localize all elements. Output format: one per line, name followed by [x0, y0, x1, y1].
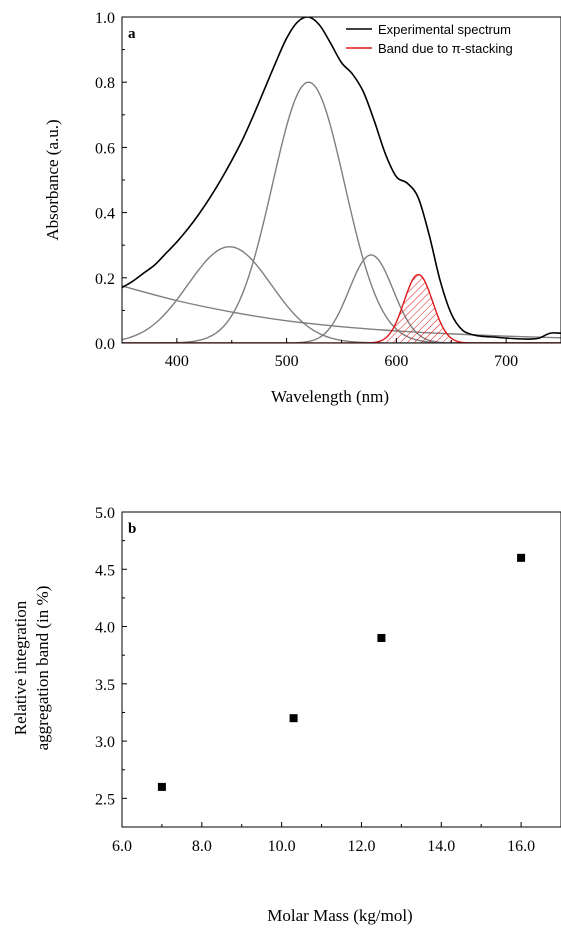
y-tick-label: 4.5	[95, 562, 115, 579]
y-tick-label: 1.0	[95, 10, 115, 27]
y-tick-label: 0.8	[95, 75, 115, 92]
x-tick-label: 10.0	[268, 838, 296, 855]
series-gaussian-component-3	[122, 254, 561, 343]
x-tick-label: 500	[275, 353, 299, 370]
legend: Experimental spectrum Band due to π-stac…	[346, 22, 513, 56]
data-point	[157, 782, 166, 791]
series-gaussian-component-1	[122, 246, 561, 343]
y-tick-label: 3.5	[95, 677, 115, 694]
y-tick-label: 5.0	[95, 505, 115, 522]
legend-label-experimental: Experimental spectrum	[378, 22, 511, 37]
panel-a-label: a	[128, 26, 136, 42]
panel-b-xlabel: Molar Mass (kg/mol)	[267, 906, 412, 925]
data-point	[377, 634, 386, 642]
legend-label-pi-stacking: Band due to π-stacking	[378, 41, 513, 56]
y-tick-label: 3.0	[95, 734, 115, 751]
panel-a-frame	[121, 16, 561, 344]
panel-b-ylabel-line2: aggregation band (in %)	[33, 586, 52, 751]
x-tick-label: 14.0	[427, 838, 455, 855]
panel-a: 400 500 600 700 0.0 0.2 0.4 0.6 0.8 1.0 a Wavelen…	[43, 10, 561, 406]
x-tick-label: 6.0	[112, 838, 132, 855]
x-tick-label: 16.0	[507, 838, 535, 855]
x-tick-label: 12.0	[347, 838, 375, 855]
panel-b-frame	[121, 511, 561, 828]
x-tick-label: 600	[384, 353, 408, 370]
panel-b-ticks: 6.0 8.0 10.0 12.0 14.0 16.0 2.5 3.0 3.5 4.0 4.5 5.0	[95, 505, 561, 855]
y-tick-label: 0.2	[95, 271, 115, 288]
panel-b: 6.0 8.0 10.0 12.0 14.0 16.0 2.5 3.0 3.5 4.0 4.5 5.0…	[11, 505, 561, 925]
panel-a-series	[122, 17, 561, 343]
panel-a-ticks: 400 500 600 700 0.0 0.2 0.4 0.6 0.8 1.0	[95, 10, 561, 370]
data-point	[289, 714, 298, 723]
panel-b-ylabel-line1: Relative integration	[11, 600, 30, 735]
panel-a-ylabel: Absorbance (a.u.)	[43, 119, 62, 240]
data-point	[517, 553, 526, 562]
x-tick-label: 8.0	[192, 838, 212, 855]
x-tick-label: 700	[494, 353, 518, 370]
series-gaussian-component-2	[122, 81, 561, 343]
panel-b-series	[157, 553, 526, 791]
y-tick-label: 4.0	[95, 620, 115, 637]
y-tick-label: 0.4	[95, 206, 115, 223]
panel-b-label: b	[128, 521, 136, 537]
y-tick-label: 2.5	[95, 791, 115, 808]
y-tick-label: 0.0	[95, 336, 115, 353]
series-background-component	[122, 285, 561, 339]
panel-a-xlabel: Wavelength (nm)	[271, 387, 389, 406]
series-experimental-spectrum	[122, 17, 561, 340]
y-tick-label: 0.6	[95, 140, 115, 157]
x-tick-label: 400	[165, 353, 189, 370]
